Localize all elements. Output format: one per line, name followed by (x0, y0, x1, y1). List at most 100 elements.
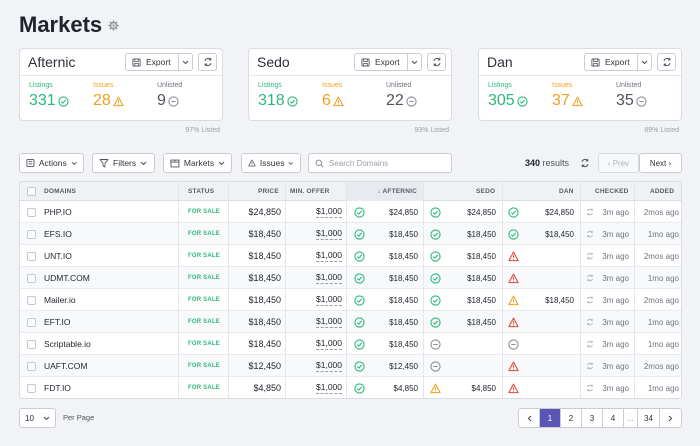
refresh-button[interactable] (427, 53, 446, 71)
table-row[interactable]: FDT.IO FOR SALE $4,850 $1,000 $4,850 $4,850 3m… (20, 377, 681, 398)
table-row[interactable]: UAFT.COM FOR SALE $12,450 $1,000 $12,450 3m a… (20, 355, 681, 377)
row-checkbox[interactable] (27, 273, 36, 283)
row-checkbox[interactable] (27, 317, 36, 327)
min-offer-value[interactable]: $1,000 (316, 250, 342, 262)
table-row[interactable]: Scriptable.io FOR SALE $18,450 $1,000 $18,45… (20, 333, 681, 355)
domain-name[interactable]: UNT.IO (44, 251, 72, 261)
min-offer-value[interactable]: $1,000 (316, 294, 342, 306)
domain-name[interactable]: FDT.IO (44, 383, 71, 393)
warning-icon (113, 96, 124, 106)
header-added[interactable]: ADDED (650, 188, 675, 195)
chevron-down-icon (218, 161, 225, 165)
header-price[interactable]: PRICE (258, 188, 279, 195)
refresh-icon (587, 340, 593, 348)
market-name: Afternic (28, 54, 76, 70)
refresh-icon (587, 230, 593, 238)
min-offer-value[interactable]: $1,000 (316, 338, 342, 350)
chevron-down-icon[interactable] (407, 54, 421, 70)
search-input[interactable]: Search Domains (308, 153, 452, 173)
header-checked[interactable]: CHECKED (595, 188, 629, 195)
table-row[interactable]: UNT.IO FOR SALE $18,450 $1,000 $18,450 $18,45… (20, 245, 681, 267)
checked-refresh-icon[interactable] (586, 289, 594, 311)
checked-refresh-icon[interactable] (586, 377, 594, 398)
row-checkbox[interactable] (27, 361, 36, 371)
min-offer-value[interactable]: $1,000 (316, 272, 342, 284)
check-circle-icon (354, 206, 365, 218)
markets-label: Markets (183, 158, 215, 168)
domain-name[interactable]: Mailer.io (44, 295, 76, 305)
table-row[interactable]: UDMT.COM FOR SALE $18,450 $1,000 $18,450 $18,… (20, 267, 681, 289)
domain-name[interactable]: UAFT.COM (44, 361, 88, 371)
chevron-down-icon[interactable] (637, 54, 651, 70)
refresh-icon[interactable] (580, 158, 590, 168)
checked-time: 3m ago (602, 339, 629, 349)
min-offer-value[interactable]: $1,000 (316, 316, 342, 328)
header-afternic[interactable]: ↓ AFTERNIC (347, 182, 423, 201)
min-offer-value[interactable]: $1,000 (316, 206, 342, 218)
chevron-down-icon[interactable] (178, 54, 192, 70)
export-button[interactable]: Export (354, 53, 422, 71)
gear-icon[interactable] (108, 19, 119, 31)
refresh-button[interactable] (198, 53, 217, 71)
checked-refresh-icon[interactable] (586, 201, 594, 223)
pagination-next[interactable] (660, 409, 681, 427)
next-button[interactable]: Next › (639, 153, 682, 173)
per-page-select[interactable]: 10 (19, 408, 56, 428)
row-checkbox[interactable] (27, 295, 36, 305)
domain-name[interactable]: EFS.IO (44, 229, 72, 239)
issues-dropdown[interactable]: Issues (241, 153, 301, 173)
checked-refresh-icon[interactable] (586, 267, 594, 289)
issues-label: Issues (259, 158, 285, 168)
warning-icon (508, 295, 519, 305)
row-checkbox[interactable] (27, 339, 36, 349)
export-button[interactable]: Export (125, 53, 193, 71)
actions-dropdown[interactable]: Actions (19, 153, 84, 173)
domain-name[interactable]: PHP.IO (44, 207, 72, 217)
header-domains[interactable]: DOMAINS (44, 188, 77, 195)
header-dan[interactable]: DAN (559, 188, 574, 195)
checked-refresh-icon[interactable] (586, 355, 594, 377)
market-card-sedo: Sedo Export Listings 318 Issues 6 Unlist… (248, 48, 452, 134)
checked-time: 3m ago (602, 207, 629, 217)
refresh-button[interactable] (657, 53, 676, 71)
chevron-left-icon (527, 415, 531, 421)
select-all-checkbox[interactable] (27, 187, 36, 196)
filters-dropdown[interactable]: Filters (92, 153, 155, 173)
header-sedo[interactable]: SEDO (476, 188, 496, 195)
prev-button[interactable]: ‹ Prev (598, 153, 639, 173)
row-checkbox[interactable] (27, 207, 36, 217)
min-offer-value[interactable]: $1,000 (316, 228, 342, 240)
added-time: 2mos ago (643, 295, 679, 305)
row-checkbox[interactable] (27, 251, 36, 261)
checked-refresh-icon[interactable] (586, 245, 594, 267)
page-1[interactable]: 1 (540, 409, 561, 427)
page-34[interactable]: 34 (638, 409, 660, 427)
export-button[interactable]: Export (584, 53, 652, 71)
page-4[interactable]: 4 (603, 409, 624, 427)
row-checkbox[interactable] (27, 229, 36, 239)
status-badge: FOR SALE (188, 209, 220, 215)
checked-refresh-icon[interactable] (586, 311, 594, 333)
check-circle-icon (430, 294, 441, 306)
status-badge: FOR SALE (188, 341, 220, 347)
min-offer-value[interactable]: $1,000 (316, 360, 342, 372)
domain-name[interactable]: EFT.IO (44, 317, 71, 327)
markets-dropdown[interactable]: Markets (163, 153, 232, 173)
header-min-offer[interactable]: MIN. OFFER (290, 188, 330, 195)
table-row[interactable]: EFT.IO FOR SALE $18,450 $1,000 $18,450 $18,45… (20, 311, 681, 333)
page-3[interactable]: 3 (582, 409, 603, 427)
table-row[interactable]: Mailer.io FOR SALE $18,450 $1,000 $18,450 $18… (20, 289, 681, 311)
dan-status-icon (508, 201, 519, 223)
checked-refresh-icon[interactable] (586, 223, 594, 245)
table-row[interactable]: PHP.IO FOR SALE $24,850 $1,000 $24,850 $24,85… (20, 201, 681, 223)
pagination-prev[interactable] (519, 409, 540, 427)
row-checkbox[interactable] (27, 383, 36, 393)
checked-refresh-icon[interactable] (586, 333, 594, 355)
page-2[interactable]: 2 (561, 409, 582, 427)
domain-name[interactable]: Scriptable.io (44, 339, 91, 349)
header-status[interactable]: STATUS (188, 188, 215, 195)
domain-name[interactable]: UDMT.COM (44, 273, 90, 283)
table-row[interactable]: EFS.IO FOR SALE $18,450 $1,000 $18,450 $18,45… (20, 223, 681, 245)
results-count: 340 results (525, 158, 569, 168)
min-offer-value[interactable]: $1,000 (316, 382, 342, 394)
